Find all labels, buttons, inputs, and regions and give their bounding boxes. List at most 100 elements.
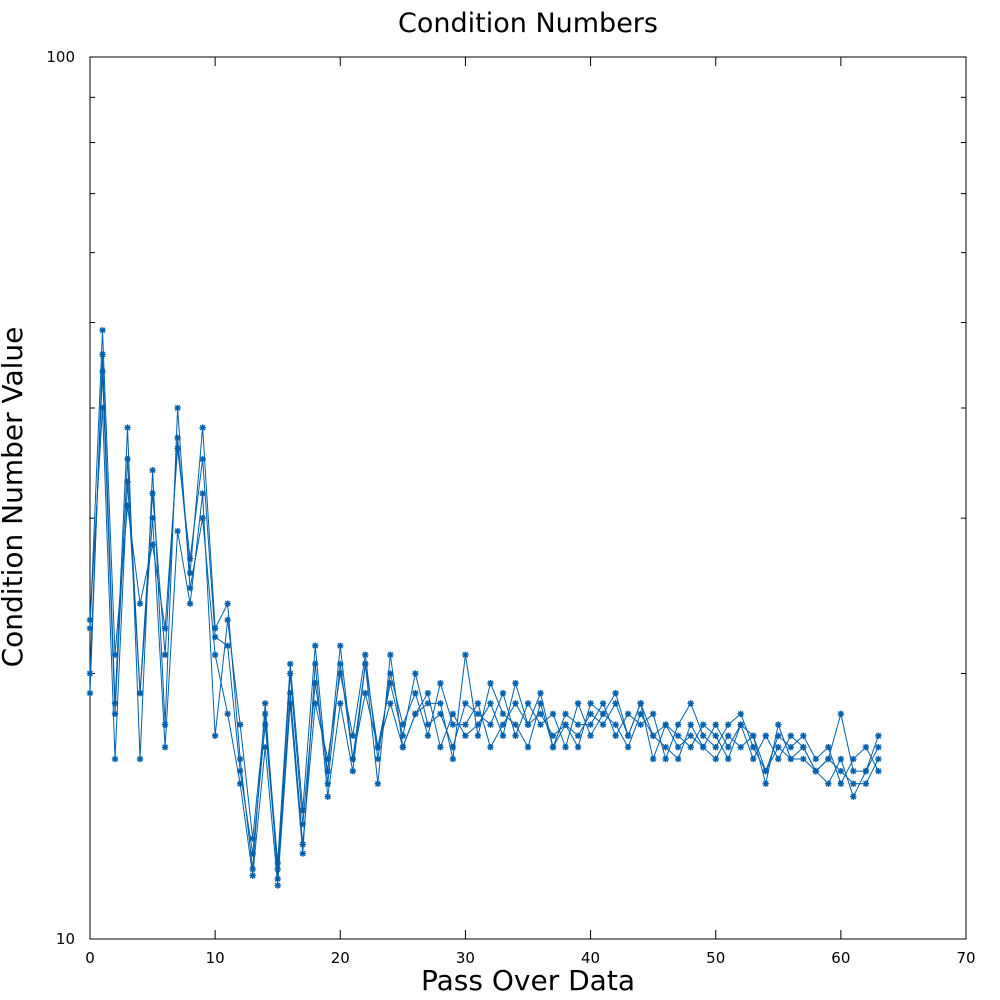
data-point — [449, 755, 457, 763]
data-point — [474, 732, 482, 739]
data-point — [499, 710, 507, 718]
data-point — [362, 651, 369, 659]
data-point — [399, 743, 407, 751]
chart-title: Condition Numbers — [398, 8, 658, 39]
data-point — [149, 514, 156, 522]
data-point — [649, 755, 657, 763]
axis-ticks: 0 10 20 30 40 50 60 70 10 100 — [46, 48, 975, 967]
data-point — [725, 743, 732, 751]
data-point — [574, 700, 582, 707]
data-point — [862, 780, 870, 787]
data-point — [612, 689, 619, 697]
data-point — [124, 455, 131, 463]
data-point — [174, 404, 181, 412]
data-point — [136, 689, 144, 697]
data-point — [674, 743, 682, 751]
x-tick-label: 50 — [706, 949, 725, 967]
data-point — [737, 710, 744, 718]
data-point — [825, 755, 832, 763]
data-point — [236, 755, 244, 763]
series-line — [89, 407, 879, 863]
data-point — [474, 700, 482, 707]
data-point — [249, 835, 256, 842]
data-point — [837, 755, 845, 763]
data-point — [274, 882, 281, 889]
data-point — [462, 721, 469, 728]
data-point — [687, 743, 694, 751]
data-point — [224, 600, 231, 607]
data-point — [124, 478, 131, 485]
data-point — [437, 700, 444, 707]
data-point — [399, 721, 407, 728]
data-point — [449, 710, 457, 718]
data-point — [700, 721, 707, 728]
data-point — [687, 732, 694, 739]
data-point — [274, 859, 281, 867]
data-point — [374, 743, 382, 751]
x-tick-label: 60 — [831, 949, 850, 967]
data-point — [136, 600, 144, 607]
data-point — [349, 732, 356, 739]
data-point — [750, 732, 757, 739]
data-point — [412, 689, 419, 697]
data-point — [750, 755, 757, 763]
series-3 — [86, 368, 882, 883]
data-point — [775, 743, 782, 751]
data-point — [775, 721, 782, 728]
data-point — [624, 710, 632, 718]
data-point — [437, 679, 444, 687]
data-point — [599, 700, 607, 707]
series-layer — [86, 327, 882, 889]
data-point — [837, 767, 845, 775]
series-1 — [86, 351, 882, 889]
data-point — [274, 875, 281, 883]
data-point — [737, 721, 744, 728]
series-4 — [86, 404, 882, 867]
data-point — [812, 755, 820, 763]
data-point — [337, 642, 344, 649]
data-point — [324, 793, 331, 800]
data-point — [674, 721, 682, 728]
data-point — [674, 732, 682, 739]
data-point — [837, 780, 845, 787]
data-point — [725, 721, 732, 728]
data-point — [236, 767, 244, 775]
data-point — [787, 755, 794, 763]
data-point — [512, 679, 519, 687]
data-point — [587, 721, 594, 728]
data-point — [211, 651, 219, 659]
data-point — [637, 721, 644, 728]
data-point — [387, 670, 394, 677]
x-tick-label: 40 — [581, 949, 600, 967]
data-point — [274, 865, 281, 873]
data-point — [312, 700, 319, 707]
data-point — [499, 732, 507, 739]
data-point — [462, 732, 469, 739]
data-point — [349, 767, 356, 775]
data-point — [562, 743, 569, 751]
data-point — [499, 721, 507, 728]
data-point — [487, 743, 494, 751]
data-point — [712, 755, 719, 763]
data-point — [674, 755, 682, 763]
data-point — [599, 710, 607, 718]
data-point — [662, 755, 669, 763]
data-point — [512, 732, 519, 739]
data-point — [161, 651, 169, 659]
data-point — [612, 721, 619, 728]
data-point — [337, 700, 344, 707]
data-point — [537, 710, 544, 718]
data-point — [762, 767, 769, 775]
series-2 — [86, 327, 882, 873]
data-point — [700, 743, 707, 751]
data-point — [86, 670, 94, 677]
data-point — [86, 616, 94, 624]
data-point — [875, 743, 882, 751]
data-point — [537, 721, 544, 728]
data-point — [149, 490, 156, 497]
data-point — [124, 424, 131, 431]
data-point — [587, 700, 594, 707]
data-point — [875, 755, 882, 763]
data-point — [186, 600, 194, 607]
